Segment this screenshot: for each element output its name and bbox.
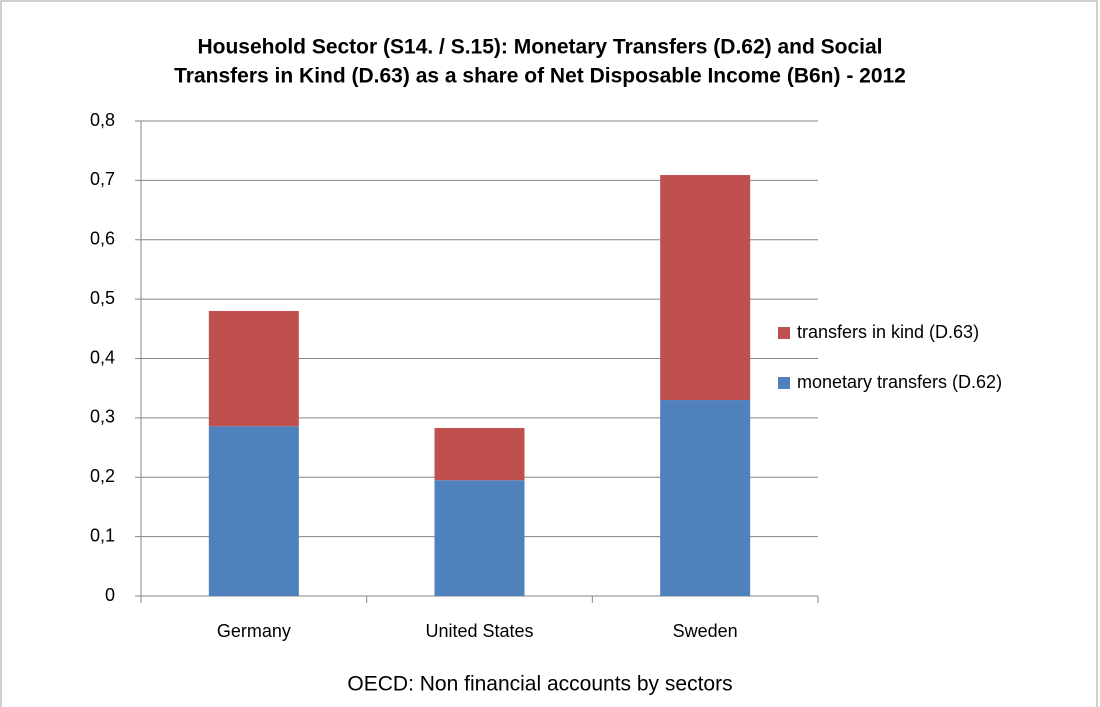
legend-swatch — [778, 327, 790, 339]
bar-segment — [660, 400, 751, 596]
x-tick-label: United States — [425, 621, 533, 641]
y-tick-label: 0,3 — [90, 407, 115, 427]
y-tick-label: 0,4 — [90, 347, 115, 367]
legend-swatch — [778, 377, 790, 389]
y-tick-label: 0 — [105, 585, 115, 605]
y-tick-label: 0,2 — [90, 466, 115, 486]
chart-title: Household Sector (S14. / S.15): Monetary… — [197, 36, 882, 59]
y-tick-label: 0,8 — [90, 110, 115, 130]
bar-segment — [660, 175, 751, 401]
legend-label: monetary transfers (D.62) — [797, 372, 1002, 392]
bar-segment — [208, 426, 299, 596]
legend-label: transfers in kind (D.63) — [797, 322, 979, 342]
bar-segment — [208, 311, 299, 427]
x-tick-label: Germany — [217, 621, 291, 641]
chart-title: Transfers in Kind (D.63) as a share of N… — [174, 65, 906, 88]
x-tick-label: Sweden — [673, 621, 738, 641]
y-tick-label: 0,6 — [90, 229, 115, 249]
y-tick-label: 0,5 — [90, 288, 115, 308]
bar-segment — [434, 427, 525, 481]
x-axis-title: OECD: Non financial accounts by sectors — [347, 673, 732, 696]
bar-segment — [434, 480, 525, 596]
y-tick-label: 0,1 — [90, 525, 115, 545]
y-tick-label: 0,7 — [90, 169, 115, 189]
